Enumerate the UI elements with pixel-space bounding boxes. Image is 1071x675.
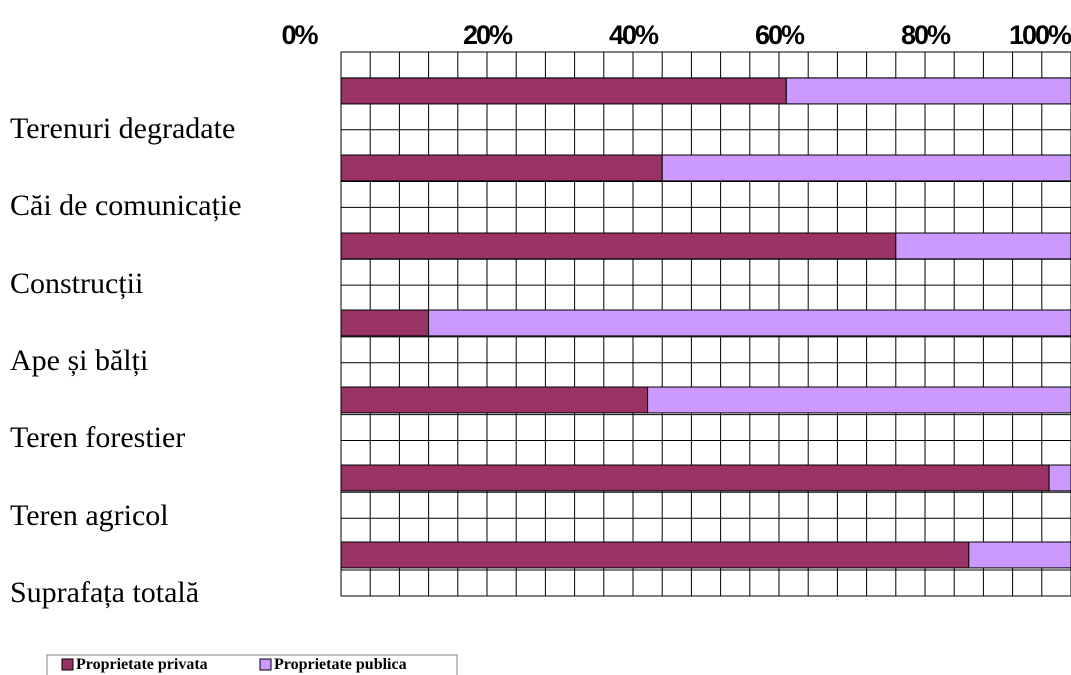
- bar-segment-publica: [661, 154, 1071, 182]
- category-labels: Terenuri degradate Căi de comunicație Cons…: [10, 112, 242, 609]
- x-tick-label: 40%: [609, 20, 659, 50]
- bar-segment-publica: [647, 386, 1071, 414]
- legend-label-publica: Proprietate publica: [274, 656, 407, 673]
- category-label: Căi de comunicație: [10, 189, 242, 222]
- category-label: Construcții: [10, 267, 143, 300]
- category-label: Suprafața totală: [10, 576, 199, 609]
- bar-series-group: [340, 77, 1071, 569]
- legend-swatch-privata: [61, 658, 74, 671]
- bar-segment-privata: [340, 541, 970, 569]
- bar-segment-publica: [1048, 464, 1071, 492]
- category-label: Terenuri degradate: [10, 112, 235, 145]
- x-tick-label: 20%: [463, 20, 513, 50]
- x-tick-label: 60%: [755, 20, 805, 50]
- bar-segment-privata: [340, 386, 649, 414]
- x-tick-label: 80%: [901, 20, 951, 50]
- bar-segment-publica: [428, 309, 1071, 337]
- bar-segment-publica: [968, 541, 1071, 569]
- bar-segment-privata: [340, 154, 663, 182]
- bar-segment-privata: [340, 309, 430, 337]
- bar-segment-publica: [895, 232, 1071, 260]
- legend-swatch-publica: [259, 658, 272, 671]
- bar-segment-privata: [340, 77, 787, 105]
- x-tick-label: 0%: [281, 20, 318, 50]
- category-label: Teren agricol: [10, 499, 169, 532]
- legend-label-privata: Proprietate privata: [76, 656, 208, 673]
- x-axis-tick-labels: 0% 20% 40% 60% 80% 100%: [281, 20, 1071, 50]
- x-tick-label: 100%: [1009, 20, 1071, 50]
- bar-segment-publica: [785, 77, 1071, 105]
- legend-box: [46, 654, 458, 675]
- category-label: Ape și bălți: [10, 344, 148, 377]
- legend: Proprietate privata Proprietate publica: [46, 654, 458, 675]
- bar-segment-privata: [340, 464, 1050, 492]
- bar-segment-privata: [340, 232, 897, 260]
- category-label: Teren forestier: [10, 421, 185, 454]
